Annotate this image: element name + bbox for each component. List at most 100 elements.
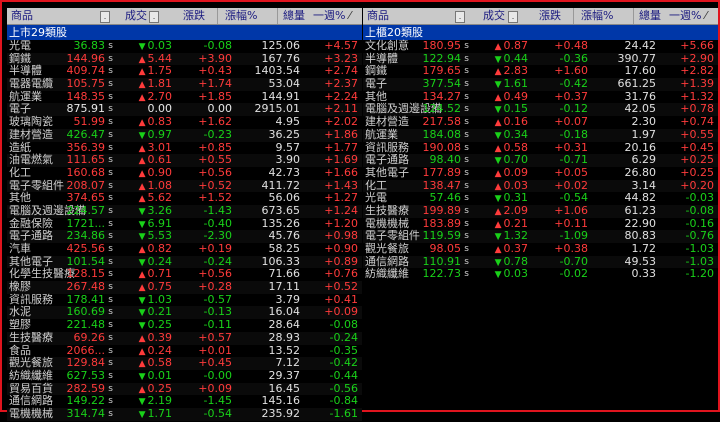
sector-name[interactable]: 建材營造 xyxy=(9,127,53,141)
sector-name[interactable]: 半導體 xyxy=(9,64,42,78)
header-name[interactable]: 商品 xyxy=(11,9,33,22)
sector-name[interactable]: 其他電子 xyxy=(365,165,409,179)
quote-row[interactable]: 其他 374.65 s ▲ 5.62 +1.52 56.06 +1.27 xyxy=(7,191,362,205)
sector-name[interactable]: 光電 xyxy=(9,39,31,52)
header-week-pct[interactable]: 一週% xyxy=(669,9,702,22)
column-header[interactable]: 商品 . 成交 . 漲跌 漲幅% 總量 一週% ⁄ xyxy=(363,8,718,25)
sector-name[interactable]: 油電燃氣 xyxy=(9,153,53,167)
quote-row[interactable]: 文化創意 180.95 s ▲ 0.87 +0.48 24.42 +5.66 xyxy=(363,39,718,53)
sort-icon[interactable]: . xyxy=(455,11,465,23)
sector-name[interactable]: 化工 xyxy=(365,178,387,192)
sector-name[interactable]: 電子 xyxy=(365,77,387,91)
sector-name[interactable]: 水泥 xyxy=(9,305,31,319)
sector-name[interactable]: 電子零組件 xyxy=(365,229,420,243)
sector-name[interactable]: 汽車 xyxy=(9,242,31,255)
quote-row[interactable]: 半導體 122.94 s ▼ 0.44 -0.36 390.77 +2.90 xyxy=(363,51,718,66)
quote-row[interactable]: 造紙 356.39 s ▲ 3.01 +0.85 9.57 +1.77 xyxy=(7,140,362,155)
quote-row[interactable]: 電子 875.91 s 0.00 0.00 2915.01 +2.11 xyxy=(7,102,362,117)
quote-row[interactable]: 建材營造 426.47 s ▼ 0.97 -0.23 36.25 +1.86 xyxy=(7,127,362,142)
sector-name[interactable]: 通信網路 xyxy=(9,394,53,408)
sector-name[interactable]: 電器電纜 xyxy=(9,77,53,91)
sector-name[interactable]: 化學生技醫療 xyxy=(9,267,75,281)
quote-row[interactable]: 生技醫療 199.89 s ▲ 2.09 +1.06 61.23 -0.08 xyxy=(363,203,718,218)
sector-name[interactable]: 觀光餐旅 xyxy=(365,242,409,255)
quote-row[interactable]: 紡織纖維 122.73 s ▼ 0.03 -0.02 0.33 -1.20 xyxy=(363,268,718,281)
sector-name[interactable]: 電子 xyxy=(9,102,31,116)
quote-row[interactable]: 化工 138.47 s ▲ 0.03 +0.02 3.14 +0.20 xyxy=(363,178,718,193)
quote-row[interactable]: 觀光餐旅 98.05 s ▲ 0.37 +0.38 1.72 -1.03 xyxy=(363,242,718,256)
quote-row[interactable]: 光電 57.46 s ▼ 0.31 -0.54 44.82 -0.03 xyxy=(363,191,718,205)
quote-row[interactable]: 光電 36.83 s ▼ 0.03 -0.08 125.06 +4.57 xyxy=(7,39,362,53)
sector-name[interactable]: 鋼鐵 xyxy=(9,51,31,65)
header-change-pct[interactable]: 漲幅% xyxy=(225,9,258,22)
quote-row[interactable]: 電腦及週邊設備 224.57 s ▼ 3.26 -1.43 673.65 +1.24 xyxy=(7,203,362,218)
sector-name[interactable]: 其他 xyxy=(365,89,387,103)
quote-row[interactable]: 其他電子 101.54 s ▼ 0.24 -0.24 106.33 +0.89 xyxy=(7,254,362,269)
header-volume[interactable]: 總量 xyxy=(639,9,661,22)
quote-row[interactable]: 汽車 425.56 s ▲ 0.82 +0.19 58.25 +0.90 xyxy=(7,242,362,256)
quote-row[interactable]: 電機機械 314.74 s ▼ 1.71 -0.54 235.92 -1.61 xyxy=(7,406,362,421)
sort-icon[interactable]: . xyxy=(508,11,518,23)
quote-row[interactable]: 橡膠 267.48 s ▲ 0.75 +0.28 17.11 +0.52 xyxy=(7,280,362,294)
sector-name[interactable]: 半導體 xyxy=(365,51,398,65)
header-change-pct[interactable]: 漲幅% xyxy=(581,9,614,22)
sector-name[interactable]: 資訊服務 xyxy=(9,292,53,306)
sector-name[interactable]: 其他電子 xyxy=(9,254,53,268)
quote-row[interactable]: 鋼鐵 179.65 s ▲ 2.83 +1.60 17.60 +2.82 xyxy=(363,65,718,78)
sector-name[interactable]: 電機機械 xyxy=(365,216,409,230)
sort-icon[interactable]: . xyxy=(100,11,110,23)
quote-row[interactable]: 電子 377.54 s ▼ 1.61 -0.42 661.25 +1.39 xyxy=(363,77,718,91)
quote-row[interactable]: 其他 134.27 s ▲ 0.49 +0.37 31.76 +1.32 xyxy=(363,89,718,104)
quote-row[interactable]: 電子零組件 119.59 s ▼ 1.32 -1.09 80.83 -0.76 xyxy=(363,229,718,243)
quote-row[interactable]: 電器電纜 105.75 s ▲ 1.81 +1.74 53.04 +2.37 xyxy=(7,77,362,91)
quote-row[interactable]: 觀光餐旅 129.84 s ▲ 0.58 +0.45 7.12 -0.42 xyxy=(7,356,362,370)
quote-row[interactable]: 金融保險 1721... s ▼ 6.91 -0.40 135.26 +1.20 xyxy=(7,216,362,231)
quote-row[interactable]: 化工 160.68 s ▲ 0.90 +0.56 42.73 +1.66 xyxy=(7,165,362,180)
quote-row[interactable]: 電子通路 234.86 s ▼ 5.53 -2.30 45.76 +0.98 xyxy=(7,229,362,243)
sector-name[interactable]: 航運業 xyxy=(365,127,398,141)
header-price[interactable]: 成交 xyxy=(125,9,147,22)
quote-row[interactable]: 半導體 409.74 s ▲ 1.75 +0.43 1403.54 +2.74 xyxy=(7,65,362,78)
header-change[interactable]: 漲跌 xyxy=(539,9,561,22)
sector-name[interactable]: 建材營造 xyxy=(365,115,409,129)
quote-row[interactable]: 電機機械 183.89 s ▲ 0.21 +0.11 22.90 -0.16 xyxy=(363,216,718,231)
quote-row[interactable]: 塑膠 221.48 s ▼ 0.25 -0.11 28.64 -0.08 xyxy=(7,318,362,332)
sector-name[interactable]: 電腦及週邊設備 xyxy=(9,203,86,217)
sector-name[interactable]: 觀光餐旅 xyxy=(9,356,53,370)
sector-name[interactable]: 光電 xyxy=(365,191,387,205)
sector-name[interactable]: 通信網路 xyxy=(365,254,409,268)
sector-name[interactable]: 貿易百貨 xyxy=(9,381,53,395)
quote-row[interactable]: 電子零組件 208.07 s ▲ 1.08 +0.52 411.72 +1.43 xyxy=(7,179,362,193)
quote-row[interactable]: 紡織纖維 627.53 s ▼ 0.01 -0.00 29.37 -0.44 xyxy=(7,369,362,383)
quote-row[interactable]: 通信網路 149.22 s ▼ 2.19 -1.45 145.16 -0.84 xyxy=(7,394,362,408)
quote-row[interactable]: 油電燃氣 111.65 s ▲ 0.61 +0.55 3.90 +1.69 xyxy=(7,153,362,167)
sector-name[interactable]: 金融保險 xyxy=(9,216,53,230)
sector-name[interactable]: 電機機械 xyxy=(9,406,53,420)
sector-name[interactable]: 生技醫療 xyxy=(365,203,409,217)
quote-row[interactable]: 貿易百貨 282.59 s ▲ 0.25 +0.09 16.45 -0.56 xyxy=(7,381,362,396)
sector-name[interactable]: 文化創意 xyxy=(365,39,409,52)
quote-row[interactable]: 航運業 184.08 s ▼ 0.34 -0.18 1.97 +0.55 xyxy=(363,127,718,142)
sector-name[interactable]: 紡織纖維 xyxy=(365,267,409,281)
quote-row[interactable]: 生技醫療 69.26 s ▲ 0.39 +0.57 28.93 -0.24 xyxy=(7,330,362,345)
sector-name[interactable]: 電子通路 xyxy=(365,153,409,167)
sector-name[interactable]: 其他 xyxy=(9,191,31,205)
header-volume[interactable]: 總量 xyxy=(283,9,305,22)
quote-row[interactable]: 資訊服務 190.08 s ▲ 0.58 +0.31 20.16 +0.45 xyxy=(363,141,718,155)
sector-name[interactable]: 航運業 xyxy=(9,89,42,103)
sector-name[interactable]: 化工 xyxy=(9,165,31,179)
quote-row[interactable]: 電子通路 98.40 s ▼ 0.70 -0.71 6.29 +0.25 xyxy=(363,153,718,167)
header-week-pct[interactable]: 一週% xyxy=(313,9,346,22)
quote-row[interactable]: 水泥 160.69 s ▼ 0.21 -0.13 16.04 +0.09 xyxy=(7,305,362,320)
sector-name[interactable]: 鋼鐵 xyxy=(365,64,387,78)
quote-row[interactable]: 化學生技醫療 128.15 s ▲ 0.71 +0.56 71.66 +0.76 xyxy=(7,268,362,281)
settings-icon[interactable]: ⁄ xyxy=(349,9,351,22)
quote-row[interactable]: 電腦及週邊設備 124.52 s ▼ 0.15 -0.12 42.05 +0.78 xyxy=(363,103,718,117)
quote-row[interactable]: 食品 2066... s ▲ 0.24 +0.01 13.52 -0.35 xyxy=(7,343,362,358)
sector-name[interactable]: 造紙 xyxy=(9,140,31,154)
quote-row[interactable]: 玻璃陶瓷 51.99 s ▲ 0.83 +1.62 4.95 +2.02 xyxy=(7,115,362,129)
sector-name[interactable]: 食品 xyxy=(9,343,31,357)
header-name[interactable]: 商品 xyxy=(367,9,389,22)
sort-icon[interactable]: . xyxy=(149,11,159,23)
sector-name[interactable]: 生技醫療 xyxy=(9,330,53,344)
